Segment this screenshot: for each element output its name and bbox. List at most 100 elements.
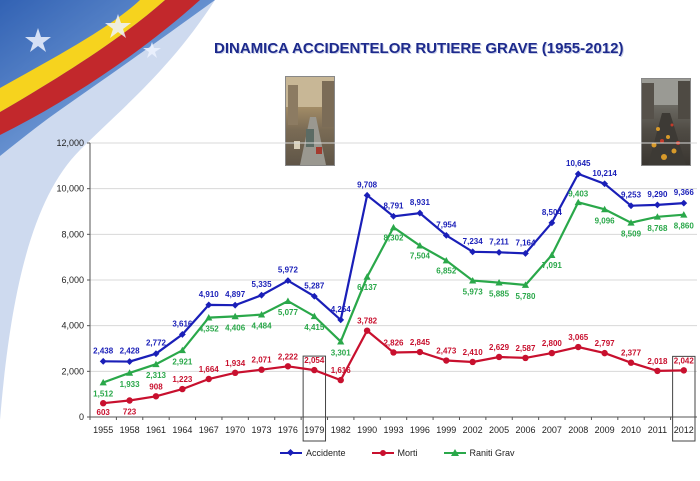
y-tick-label: 12,000 xyxy=(56,138,84,148)
data-label-accidente: 9,290 xyxy=(647,190,668,199)
data-point-morti xyxy=(680,367,688,374)
data-point-morti xyxy=(337,376,344,384)
data-label-raniti-grav: 1,512 xyxy=(93,389,114,398)
data-point-raniti-grav xyxy=(152,360,160,368)
data-label-raniti-grav: 5,973 xyxy=(463,288,484,297)
data-label-morti: 3,065 xyxy=(568,333,589,342)
data-point-raniti-grav xyxy=(337,338,345,345)
data-label-raniti-grav: 5,885 xyxy=(489,290,510,299)
x-tick-label: 1970 xyxy=(225,425,245,435)
data-label-raniti-grav: 4,406 xyxy=(225,323,246,332)
data-point-accidente xyxy=(416,209,424,217)
data-label-morti: 1,223 xyxy=(172,375,193,384)
data-point-accidente xyxy=(442,231,450,239)
data-label-raniti-grav: 6,852 xyxy=(436,267,457,276)
data-point-morti xyxy=(126,397,133,404)
data-point-raniti-grav xyxy=(99,378,107,386)
x-tick-label: 1990 xyxy=(357,425,377,435)
x-tick-label: 1955 xyxy=(93,425,113,435)
data-point-raniti-grav xyxy=(653,213,662,220)
y-tick-label: 2,000 xyxy=(61,366,84,376)
x-tick-label: 1993 xyxy=(383,425,403,435)
data-label-raniti-grav: 6,137 xyxy=(357,283,378,292)
legend-item-raniti-grav: Raniti Grav xyxy=(443,448,515,458)
data-label-morti: 2,629 xyxy=(489,343,510,352)
legend-label-morti: Morti xyxy=(397,448,418,458)
highlight-box-2012 xyxy=(672,355,696,442)
data-point-accidente xyxy=(495,248,503,256)
data-label-accidente: 7,234 xyxy=(463,237,484,246)
data-point-raniti-grav xyxy=(178,346,186,354)
x-tick-label: 1961 xyxy=(146,425,166,435)
data-point-raniti-grav xyxy=(521,281,530,288)
data-point-accidente xyxy=(390,212,397,220)
data-label-morti: 2,410 xyxy=(463,348,484,357)
data-point-morti xyxy=(363,327,371,334)
data-label-morti: 1,934 xyxy=(225,359,246,368)
data-point-raniti-grav xyxy=(416,242,424,249)
data-point-morti xyxy=(231,369,239,377)
data-point-raniti-grav xyxy=(601,205,609,213)
data-label-raniti-grav: 9,403 xyxy=(568,189,589,198)
data-label-raniti-grav: 8,860 xyxy=(674,222,695,231)
legend-marker-morti xyxy=(371,448,394,458)
data-label-raniti-grav: 8,768 xyxy=(647,224,668,233)
data-label-accidente: 8,504 xyxy=(542,208,563,217)
data-label-accidente: 7,211 xyxy=(489,237,509,246)
data-label-morti: 2,845 xyxy=(410,338,431,347)
data-point-morti xyxy=(284,363,292,370)
data-point-morti xyxy=(548,349,556,357)
x-tick-label: 2006 xyxy=(515,425,535,435)
data-label-morti: 723 xyxy=(123,407,137,416)
data-point-morti xyxy=(522,354,529,362)
data-label-raniti-grav: 1,933 xyxy=(120,380,141,389)
data-label-raniti-grav: 4,352 xyxy=(199,325,220,334)
legend-label-raniti-grav: Raniti Grav xyxy=(469,448,515,458)
data-point-raniti-grav xyxy=(548,251,556,258)
data-point-accidente xyxy=(231,301,239,309)
data-point-morti xyxy=(601,349,608,357)
data-label-raniti-grav: 4,415 xyxy=(304,323,325,332)
y-tick-label: 6,000 xyxy=(61,275,84,285)
data-label-raniti-grav: 9,096 xyxy=(595,216,616,225)
data-label-accidente: 4,254 xyxy=(331,305,352,314)
data-point-morti xyxy=(654,367,661,375)
data-label-morti: 2,826 xyxy=(383,338,404,347)
data-point-accidente xyxy=(205,301,213,309)
data-label-morti: 3,782 xyxy=(357,317,378,326)
data-point-morti xyxy=(258,366,265,373)
data-label-accidente: 9,366 xyxy=(674,188,695,197)
data-label-morti: 2,797 xyxy=(595,339,616,348)
data-point-raniti-grav xyxy=(125,369,134,376)
data-point-accidente xyxy=(258,291,265,299)
legend-item-morti: Morti xyxy=(371,448,418,458)
x-tick-label: 1982 xyxy=(331,425,351,435)
data-point-accidente xyxy=(627,202,635,210)
data-point-morti xyxy=(390,349,397,356)
data-label-morti: 2,587 xyxy=(515,344,536,353)
x-tick-label: 2002 xyxy=(463,425,483,435)
data-label-morti: 908 xyxy=(149,382,163,391)
x-tick-label: 2005 xyxy=(489,425,509,435)
data-point-raniti-grav xyxy=(205,314,213,321)
data-point-raniti-grav xyxy=(495,279,503,286)
data-label-accidente: 4,897 xyxy=(225,290,246,299)
data-point-raniti-grav xyxy=(442,256,450,264)
legend-marker-raniti-grav xyxy=(443,448,466,458)
data-label-raniti-grav: 5,780 xyxy=(515,292,536,301)
legend-marker-accidente xyxy=(280,448,302,458)
x-tick-label: 2007 xyxy=(542,425,562,435)
data-point-morti xyxy=(627,359,635,366)
data-point-accidente xyxy=(680,199,688,207)
data-label-raniti-grav: 3,301 xyxy=(331,349,352,358)
data-point-accidente xyxy=(126,358,133,365)
data-point-accidente xyxy=(363,191,371,199)
data-label-raniti-grav: 2,313 xyxy=(146,371,167,380)
x-tick-label: 1958 xyxy=(120,425,140,435)
data-label-raniti-grav: 2,921 xyxy=(172,357,193,366)
x-tick-label: 1964 xyxy=(172,425,192,435)
data-label-morti: 2,071 xyxy=(252,356,273,365)
data-point-accidente xyxy=(654,201,661,209)
data-point-raniti-grav xyxy=(231,312,239,320)
